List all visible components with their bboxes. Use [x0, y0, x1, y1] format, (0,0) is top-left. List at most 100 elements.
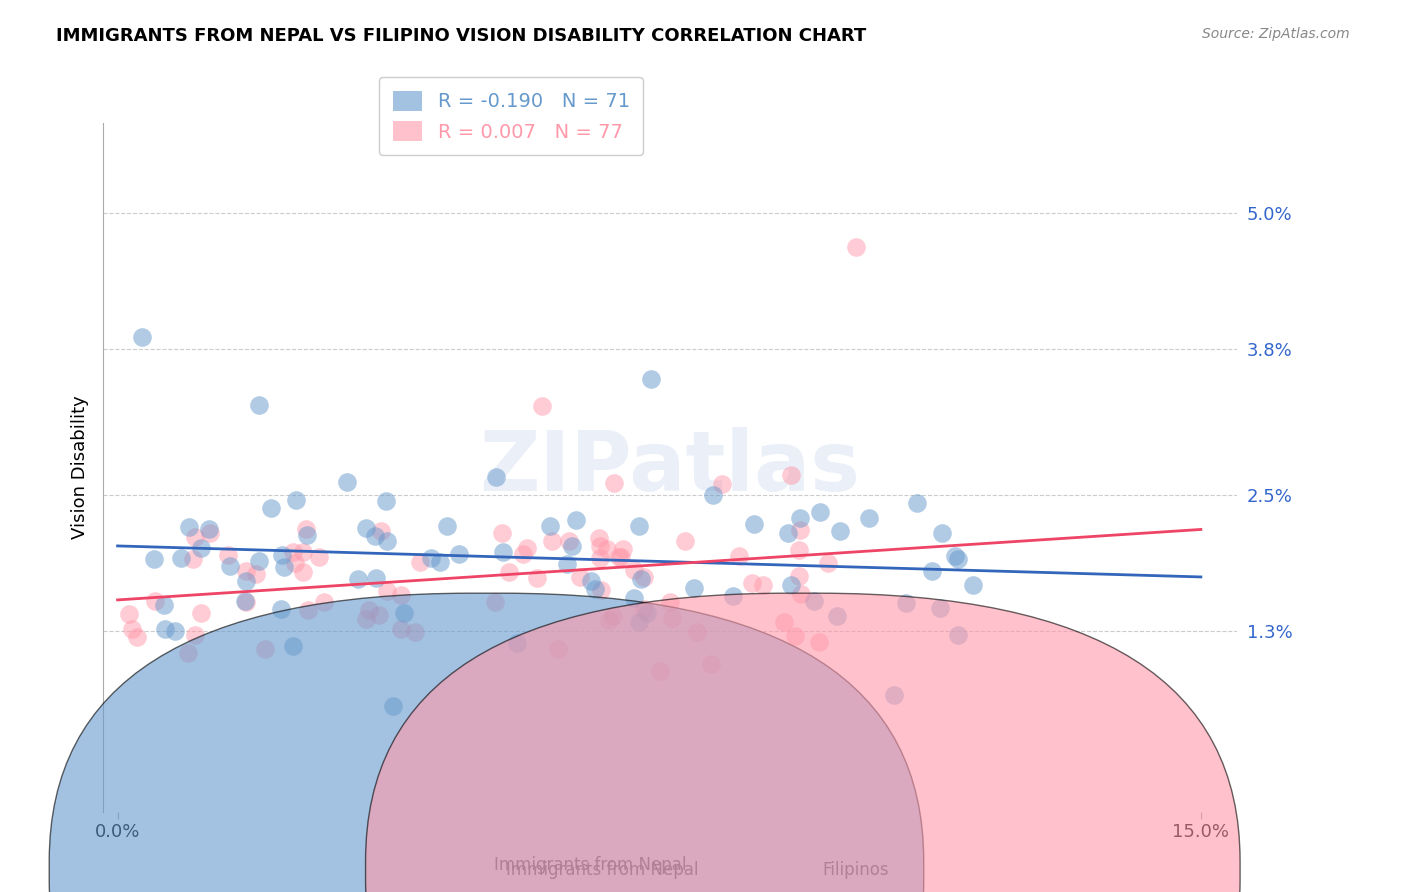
Point	[153, 623, 176, 637]
Point	[260, 501, 283, 516]
Point	[589, 582, 612, 597]
Point	[623, 591, 645, 606]
Point	[630, 572, 652, 586]
Point	[675, 534, 697, 549]
Point	[336, 475, 359, 489]
Point	[436, 519, 458, 533]
Point	[291, 565, 314, 579]
Point	[583, 582, 606, 596]
Point	[723, 590, 745, 604]
Point	[312, 595, 335, 609]
Point	[589, 551, 612, 566]
Point	[297, 528, 319, 542]
Point	[177, 520, 200, 534]
Point	[783, 629, 806, 643]
Point	[181, 552, 204, 566]
Point	[661, 611, 683, 625]
Point	[948, 628, 970, 642]
Point	[198, 525, 221, 540]
Point	[883, 688, 905, 702]
Point	[803, 594, 825, 608]
Point	[603, 475, 626, 490]
Point	[235, 564, 257, 578]
Point	[589, 539, 612, 553]
Point	[896, 595, 918, 609]
Point	[789, 523, 811, 537]
Point	[808, 634, 831, 648]
Point	[368, 608, 391, 623]
Point	[364, 571, 387, 585]
Point	[375, 583, 398, 598]
Point	[858, 511, 880, 525]
Point	[772, 615, 794, 629]
Point	[404, 624, 426, 639]
Point	[271, 548, 294, 562]
Point	[270, 602, 292, 616]
Point	[778, 525, 800, 540]
Point	[921, 564, 943, 578]
Point	[946, 551, 969, 566]
Point	[579, 574, 602, 588]
Point	[491, 526, 513, 541]
Point	[516, 541, 538, 555]
Point	[588, 532, 610, 546]
Point	[612, 542, 634, 557]
Point	[143, 552, 166, 566]
Point	[561, 539, 583, 553]
Point	[628, 519, 651, 533]
Point	[375, 494, 398, 508]
Point	[602, 608, 624, 623]
Point	[170, 550, 193, 565]
Point	[247, 398, 270, 412]
Point	[217, 548, 239, 562]
Point	[929, 600, 952, 615]
Point	[512, 547, 534, 561]
Point	[184, 628, 207, 642]
Point	[190, 606, 212, 620]
Point	[607, 549, 630, 564]
Point	[751, 578, 773, 592]
Point	[485, 470, 508, 484]
Point	[177, 647, 200, 661]
Point	[359, 603, 381, 617]
Point	[943, 549, 966, 563]
Point	[492, 545, 515, 559]
Point	[699, 657, 721, 671]
Point	[633, 570, 655, 584]
Point	[117, 607, 139, 621]
Point	[285, 493, 308, 508]
Point	[640, 371, 662, 385]
Point	[152, 599, 174, 613]
Text: ZIPatlas: ZIPatlas	[479, 426, 860, 508]
Point	[526, 571, 548, 585]
Point	[633, 602, 655, 616]
Point	[557, 534, 579, 549]
Point	[245, 566, 267, 581]
Point	[409, 555, 432, 569]
Point	[370, 524, 392, 539]
Point	[817, 556, 839, 570]
Point	[845, 240, 868, 254]
Point	[710, 476, 733, 491]
Point	[389, 622, 412, 636]
Point	[183, 531, 205, 545]
Point	[295, 522, 318, 536]
Point	[623, 563, 645, 577]
Text: Immigrants from Nepal: Immigrants from Nepal	[506, 861, 699, 879]
Point	[284, 556, 307, 570]
Text: IMMIGRANTS FROM NEPAL VS FILIPINO VISION DISABILITY CORRELATION CHART: IMMIGRANTS FROM NEPAL VS FILIPINO VISION…	[56, 27, 866, 45]
Point	[780, 467, 803, 482]
Point	[702, 488, 724, 502]
Point	[190, 541, 212, 555]
Point	[648, 664, 671, 678]
Point	[825, 608, 848, 623]
Text: Immigrants from Nepal: Immigrants from Nepal	[495, 856, 686, 874]
Point	[742, 516, 765, 531]
Point	[659, 594, 682, 608]
Point	[787, 568, 810, 582]
Point	[683, 581, 706, 595]
Point	[484, 595, 506, 609]
Point	[741, 575, 763, 590]
Point	[565, 513, 588, 527]
Point	[283, 545, 305, 559]
